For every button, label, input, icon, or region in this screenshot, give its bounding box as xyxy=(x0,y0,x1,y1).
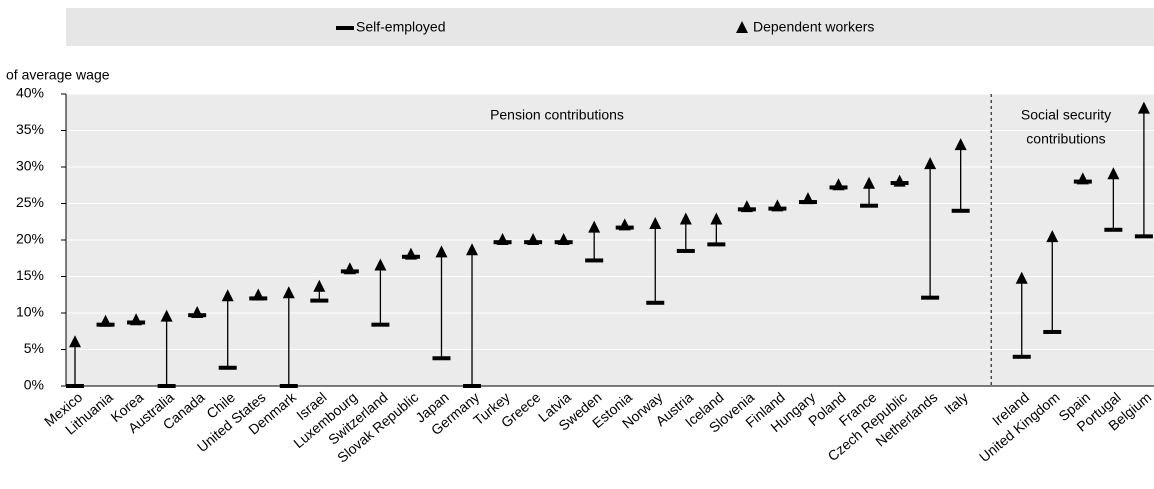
y-tick-label: 15% xyxy=(16,267,44,283)
marker-dash xyxy=(279,384,298,388)
marker-dash xyxy=(463,384,482,388)
y-tick-label: 40% xyxy=(16,85,44,101)
marker-triangle xyxy=(863,176,876,189)
marker-triangle xyxy=(1046,230,1059,243)
marker-triangle xyxy=(1137,101,1150,114)
marker-dash xyxy=(336,26,354,30)
marker-triangle xyxy=(588,220,601,233)
y-tick-label: 0% xyxy=(24,377,44,393)
marker-triangle xyxy=(466,243,479,256)
marker-triangle xyxy=(1107,167,1120,180)
y-axis-label: of average wage xyxy=(6,67,110,83)
marker-triangle xyxy=(343,262,356,275)
y-tick-label: 20% xyxy=(16,231,44,247)
annotation: contributions xyxy=(1026,131,1105,147)
marker-triangle xyxy=(557,233,570,245)
marker-triangle xyxy=(221,289,234,302)
y-tick-label: 25% xyxy=(16,194,44,210)
marker-dash xyxy=(1104,227,1123,232)
marker-triangle xyxy=(801,192,814,205)
marker-triangle xyxy=(435,245,448,258)
marker-triangle xyxy=(736,21,748,33)
marker-triangle xyxy=(527,233,540,245)
marker-dash xyxy=(218,365,237,370)
marker-triangle xyxy=(710,212,723,225)
x-tick-label: Italy xyxy=(941,389,971,418)
marker-dash xyxy=(1012,354,1031,359)
marker-dash xyxy=(707,242,726,247)
marker-triangle xyxy=(893,174,906,187)
y-tick-label: 10% xyxy=(16,304,44,320)
marker-dash xyxy=(646,300,665,305)
marker-dash xyxy=(1043,329,1062,334)
marker-triangle xyxy=(99,314,112,327)
marker-dash xyxy=(432,356,451,361)
y-tick-label: 5% xyxy=(24,340,44,356)
marker-triangle xyxy=(954,138,967,151)
marker-triangle xyxy=(924,157,937,170)
marker-triangle xyxy=(771,199,784,212)
marker-triangle xyxy=(69,335,81,348)
marker-dash xyxy=(951,208,970,213)
marker-triangle xyxy=(130,313,143,326)
marker-triangle xyxy=(832,178,845,191)
marker-triangle xyxy=(282,286,295,299)
marker-triangle xyxy=(374,258,387,271)
marker-triangle xyxy=(679,212,692,225)
marker-triangle xyxy=(496,233,509,245)
marker-dash xyxy=(310,298,329,303)
marker-dash xyxy=(921,295,940,300)
marker-triangle xyxy=(649,216,662,229)
annotation: Pension contributions xyxy=(490,107,624,123)
marker-triangle xyxy=(618,218,631,231)
marker-triangle xyxy=(1015,271,1028,284)
marker-dash xyxy=(860,203,879,208)
marker-dash xyxy=(1134,234,1153,239)
marker-triangle xyxy=(313,279,326,292)
marker-triangle xyxy=(404,247,417,260)
marker-dash xyxy=(676,248,695,253)
marker-dash xyxy=(157,384,176,388)
marker-triangle xyxy=(160,309,173,322)
marker-triangle xyxy=(191,306,204,318)
legend-box xyxy=(66,8,1154,46)
y-tick-label: 30% xyxy=(16,158,44,174)
marker-triangle xyxy=(740,200,753,213)
y-tick-label: 35% xyxy=(16,121,44,137)
legend-label: Dependent workers xyxy=(753,19,874,35)
marker-dash xyxy=(66,384,84,388)
legend-label: Self-employed xyxy=(356,19,446,35)
marker-dash xyxy=(371,322,390,327)
marker-triangle xyxy=(252,288,265,301)
annotation: Social security xyxy=(1021,107,1111,123)
marker-triangle xyxy=(1076,172,1089,185)
marker-dash xyxy=(585,258,604,263)
